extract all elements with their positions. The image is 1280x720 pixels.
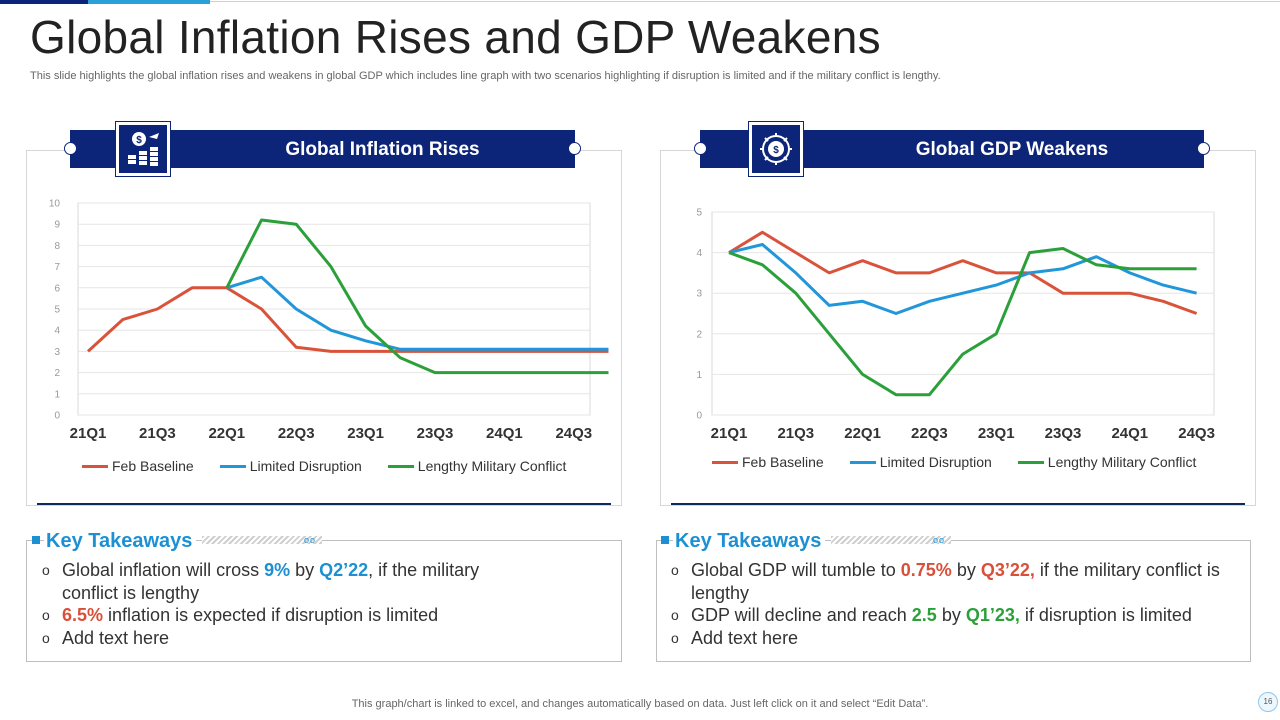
inflation-series-lengthy-military-conflict [225,218,609,375]
page-title: Global Inflation Rises and GDP Weakens [30,11,881,63]
legend-lengthy-conflict: Lengthy Military Conflict [387,458,566,474]
gdp-takeaways-box [656,540,1251,662]
takeaway-marker [32,536,40,544]
gdp-y-tick-label: 2 [696,329,702,340]
gdp-y-tick-label: 5 [696,208,702,219]
decorative-dots: oo [933,535,946,545]
inflation-y-tick-label: 0 [54,411,60,422]
inflation-x-tick-label: 21Q3 [139,425,176,442]
gdp-plot-area [711,211,1215,416]
list-item: 6.5% inflation is expected if disruption… [32,604,512,627]
inflation-chart-title: Global Inflation Rises [285,139,480,160]
gdp-y-tick-label: 3 [696,289,702,300]
gdp-series-lengthy-military-conflict [728,247,1197,397]
list-item[interactable]: Add text here [661,627,1241,650]
list-item: Global GDP will tumble to 0.75% by Q3’22… [661,559,1241,604]
top-accent-bar [0,0,1280,4]
inflation-x-tick-label: 24Q1 [486,425,523,442]
inflation-takeaways-list: Global inflation will cross 9% by Q2’22,… [32,559,512,649]
gdp-takeaways-list: Global GDP will tumble to 0.75% by Q3’22… [661,559,1241,649]
legend-limited-disruption: Limited Disruption [219,458,362,474]
inflation-y-tick-label: 8 [54,241,60,252]
money-growth-icon: $ [115,121,171,177]
gdp-x-tick-label: 24Q1 [1111,425,1148,442]
gdp-x-tick-label: 24Q3 [1178,425,1215,442]
inflation-y-tick-label: 2 [54,368,60,379]
inflation-y-tick-label: 10 [49,199,61,210]
gdp-y-tick-label: 0 [696,411,702,422]
inflation-x-tick-label: 24Q3 [555,425,592,442]
list-item[interactable]: Add text here [32,627,512,650]
inflation-y-tick-label: 6 [54,283,60,294]
inflation-y-tick-label: 9 [54,220,60,231]
gdp-x-tick-label: 23Q3 [1045,425,1082,442]
inflation-x-tick-label: 22Q1 [208,425,245,442]
decorative-dots: oo [304,535,317,545]
inflation-legend: Feb Baseline Limited Disruption Lengthy … [82,458,592,474]
globe-dollar-icon: $ [748,121,804,177]
list-item: GDP will decline and reach 2.5 by Q1’23,… [661,604,1241,627]
inflation-series-limited-disruption [226,275,609,351]
inflation-x-tick-label: 23Q3 [417,425,454,442]
page-number: 16 [1258,692,1278,712]
inflation-y-tick-label: 7 [54,262,60,273]
inflation-series-feb-baseline [86,286,609,353]
gdp-takeaways-title: Key Takeaways [673,530,826,553]
inflation-chart-panel[interactable] [26,150,622,506]
decorative-hatch [831,536,951,544]
inflation-takeaways-title: Key Takeaways [44,530,197,553]
takeaway-marker [661,536,669,544]
legend-lengthy-conflict: Lengthy Military Conflict [1017,454,1196,470]
gdp-x-tick-label: 21Q1 [711,425,748,442]
inflation-y-tick-label: 3 [54,347,60,358]
page-subtitle: This slide highlights the global inflati… [30,70,941,82]
svg-text:$: $ [773,145,779,156]
gdp-legend: Feb Baseline Limited Disruption Lengthy … [712,454,1222,470]
gdp-y-tick-label: 1 [696,370,702,381]
gdp-x-tick-label: 22Q1 [844,425,881,442]
gdp-x-tick-label: 23Q1 [978,425,1015,442]
inflation-y-tick-label: 1 [54,389,60,400]
gdp-y-tick-label: 4 [696,248,702,259]
gdp-series-feb-baseline [728,230,1198,315]
inflation-x-tick-label: 22Q3 [278,425,315,442]
legend-feb-baseline: Feb Baseline [82,458,194,474]
legend-feb-baseline: Feb Baseline [712,454,824,470]
gdp-x-tick-label: 22Q3 [911,425,948,442]
gdp-chart-title: Global GDP Weakens [915,139,1109,160]
svg-text:$: $ [136,135,142,146]
legend-limited-disruption: Limited Disruption [849,454,992,470]
inflation-x-tick-label: 21Q1 [70,425,107,442]
inflation-takeaways-box [26,540,622,662]
gdp-x-tick-label: 21Q3 [777,425,814,442]
footer-note: This graph/chart is linked to excel, and… [351,698,929,710]
inflation-y-tick-label: 4 [54,326,60,337]
decorative-hatch [202,536,322,544]
inflation-y-tick-label: 5 [54,305,60,316]
inflation-x-tick-label: 23Q1 [347,425,384,442]
list-item: Global inflation will cross 9% by Q2’22,… [32,559,512,604]
